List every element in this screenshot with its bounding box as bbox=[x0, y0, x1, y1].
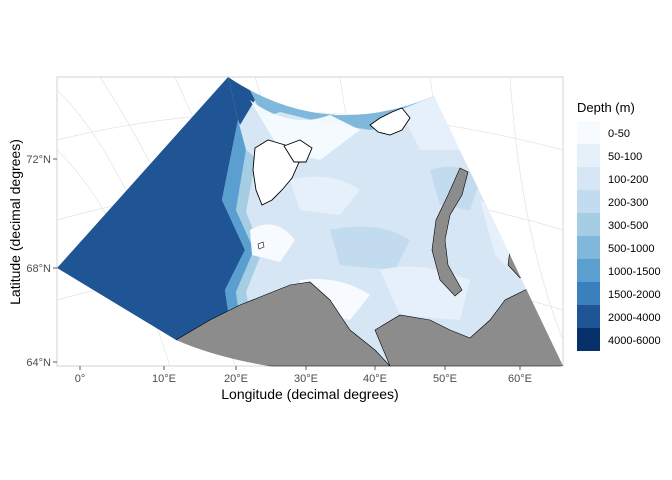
legend-swatch bbox=[577, 144, 600, 167]
legend-swatch bbox=[577, 259, 600, 282]
legend-label: 2000-4000 bbox=[608, 312, 661, 324]
x-tick-label: 20°E bbox=[224, 373, 248, 385]
legend-label: 300-500 bbox=[608, 220, 648, 232]
legend-swatch bbox=[577, 213, 600, 236]
norway-coast-land bbox=[175, 281, 391, 367]
x-axis: 0° 10°E 20°E 30°E 40°E 50°E 60°E bbox=[75, 366, 532, 385]
legend-swatch bbox=[577, 236, 600, 259]
legend-swatch bbox=[577, 305, 600, 328]
x-tick-label: 30°E bbox=[294, 373, 318, 385]
franz-josef-land bbox=[369, 107, 411, 136]
legend-swatch bbox=[577, 282, 600, 305]
x-tick-label: 40°E bbox=[363, 373, 387, 385]
legend-swatch bbox=[577, 121, 600, 144]
svalbard-land bbox=[252, 139, 301, 206]
y-tick-label: 68°N bbox=[26, 263, 51, 275]
legend-label: 100-200 bbox=[608, 174, 648, 186]
kola-land bbox=[374, 284, 563, 367]
legend-swatch bbox=[577, 167, 600, 190]
legend-label: 500-1000 bbox=[608, 243, 655, 255]
svalbard-east-land bbox=[283, 139, 313, 163]
legend-label: 4000-6000 bbox=[608, 335, 661, 347]
depth-legend: Depth (m) 0-50 50-100 100-200 200-300 300-50… bbox=[577, 100, 661, 351]
x-axis-title: Longitude (decimal degrees) bbox=[221, 386, 398, 402]
novaya-zemlya-land bbox=[431, 167, 469, 297]
legend-label: 1500-2000 bbox=[608, 289, 661, 301]
x-tick-label: 60°E bbox=[508, 373, 532, 385]
deep-water-area bbox=[57, 77, 245, 340]
legend-title: Depth (m) bbox=[577, 100, 635, 115]
y-tick-label: 72°N bbox=[26, 154, 51, 166]
legend-swatch bbox=[577, 328, 600, 351]
legend-label: 200-300 bbox=[608, 197, 648, 209]
legend-label: 50-100 bbox=[608, 151, 642, 163]
x-tick-label: 50°E bbox=[433, 373, 457, 385]
y-axis: 72°N 68°N 64°N bbox=[26, 154, 57, 369]
y-axis-title: Latitude (decimal degrees) bbox=[7, 139, 23, 305]
y-tick-label: 64°N bbox=[26, 357, 51, 369]
x-tick-label: 0° bbox=[75, 373, 86, 385]
legend-label: 1000-1500 bbox=[608, 266, 661, 278]
x-tick-label: 10°E bbox=[152, 373, 176, 385]
bjornoya-land bbox=[257, 241, 265, 250]
legend-swatch bbox=[577, 190, 600, 213]
legend-label: 0-50 bbox=[608, 128, 630, 140]
